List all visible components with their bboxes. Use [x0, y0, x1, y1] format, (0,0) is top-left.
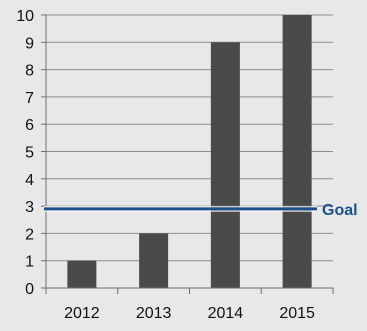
y-tick-label: 9	[25, 35, 34, 52]
x-tick-label: 2015	[279, 305, 315, 322]
y-tick-label: 6	[25, 117, 34, 134]
y-tick-label: 10	[16, 8, 34, 25]
bar-2013	[139, 233, 169, 288]
y-tick-label: 8	[25, 63, 34, 80]
axes	[41, 14, 334, 294]
x-tick-labels: 2012 2013 2014 2015	[64, 305, 315, 322]
bars	[67, 15, 312, 288]
x-tick-label: 2014	[208, 305, 244, 322]
y-tick-label: 5	[25, 145, 34, 162]
y-tick-label: 7	[25, 90, 34, 107]
bar-2012	[67, 260, 97, 288]
x-tick-label: 2013	[136, 305, 172, 322]
goal-label: Goal	[322, 202, 358, 219]
y-tick-label: 1	[25, 254, 34, 271]
y-tick-label: 0	[25, 281, 34, 298]
y-tick-label: 3	[25, 199, 34, 216]
x-tick-label: 2012	[64, 305, 100, 322]
bar-2015	[282, 15, 312, 288]
bar-2014	[210, 42, 240, 288]
y-tick-labels: 0 1 2 3 4 5 6 7 8 9 10	[16, 8, 34, 298]
y-tick-label: 4	[25, 172, 34, 189]
y-tick-label: 2	[25, 226, 34, 243]
goal-line-group: Goal	[44, 202, 358, 219]
